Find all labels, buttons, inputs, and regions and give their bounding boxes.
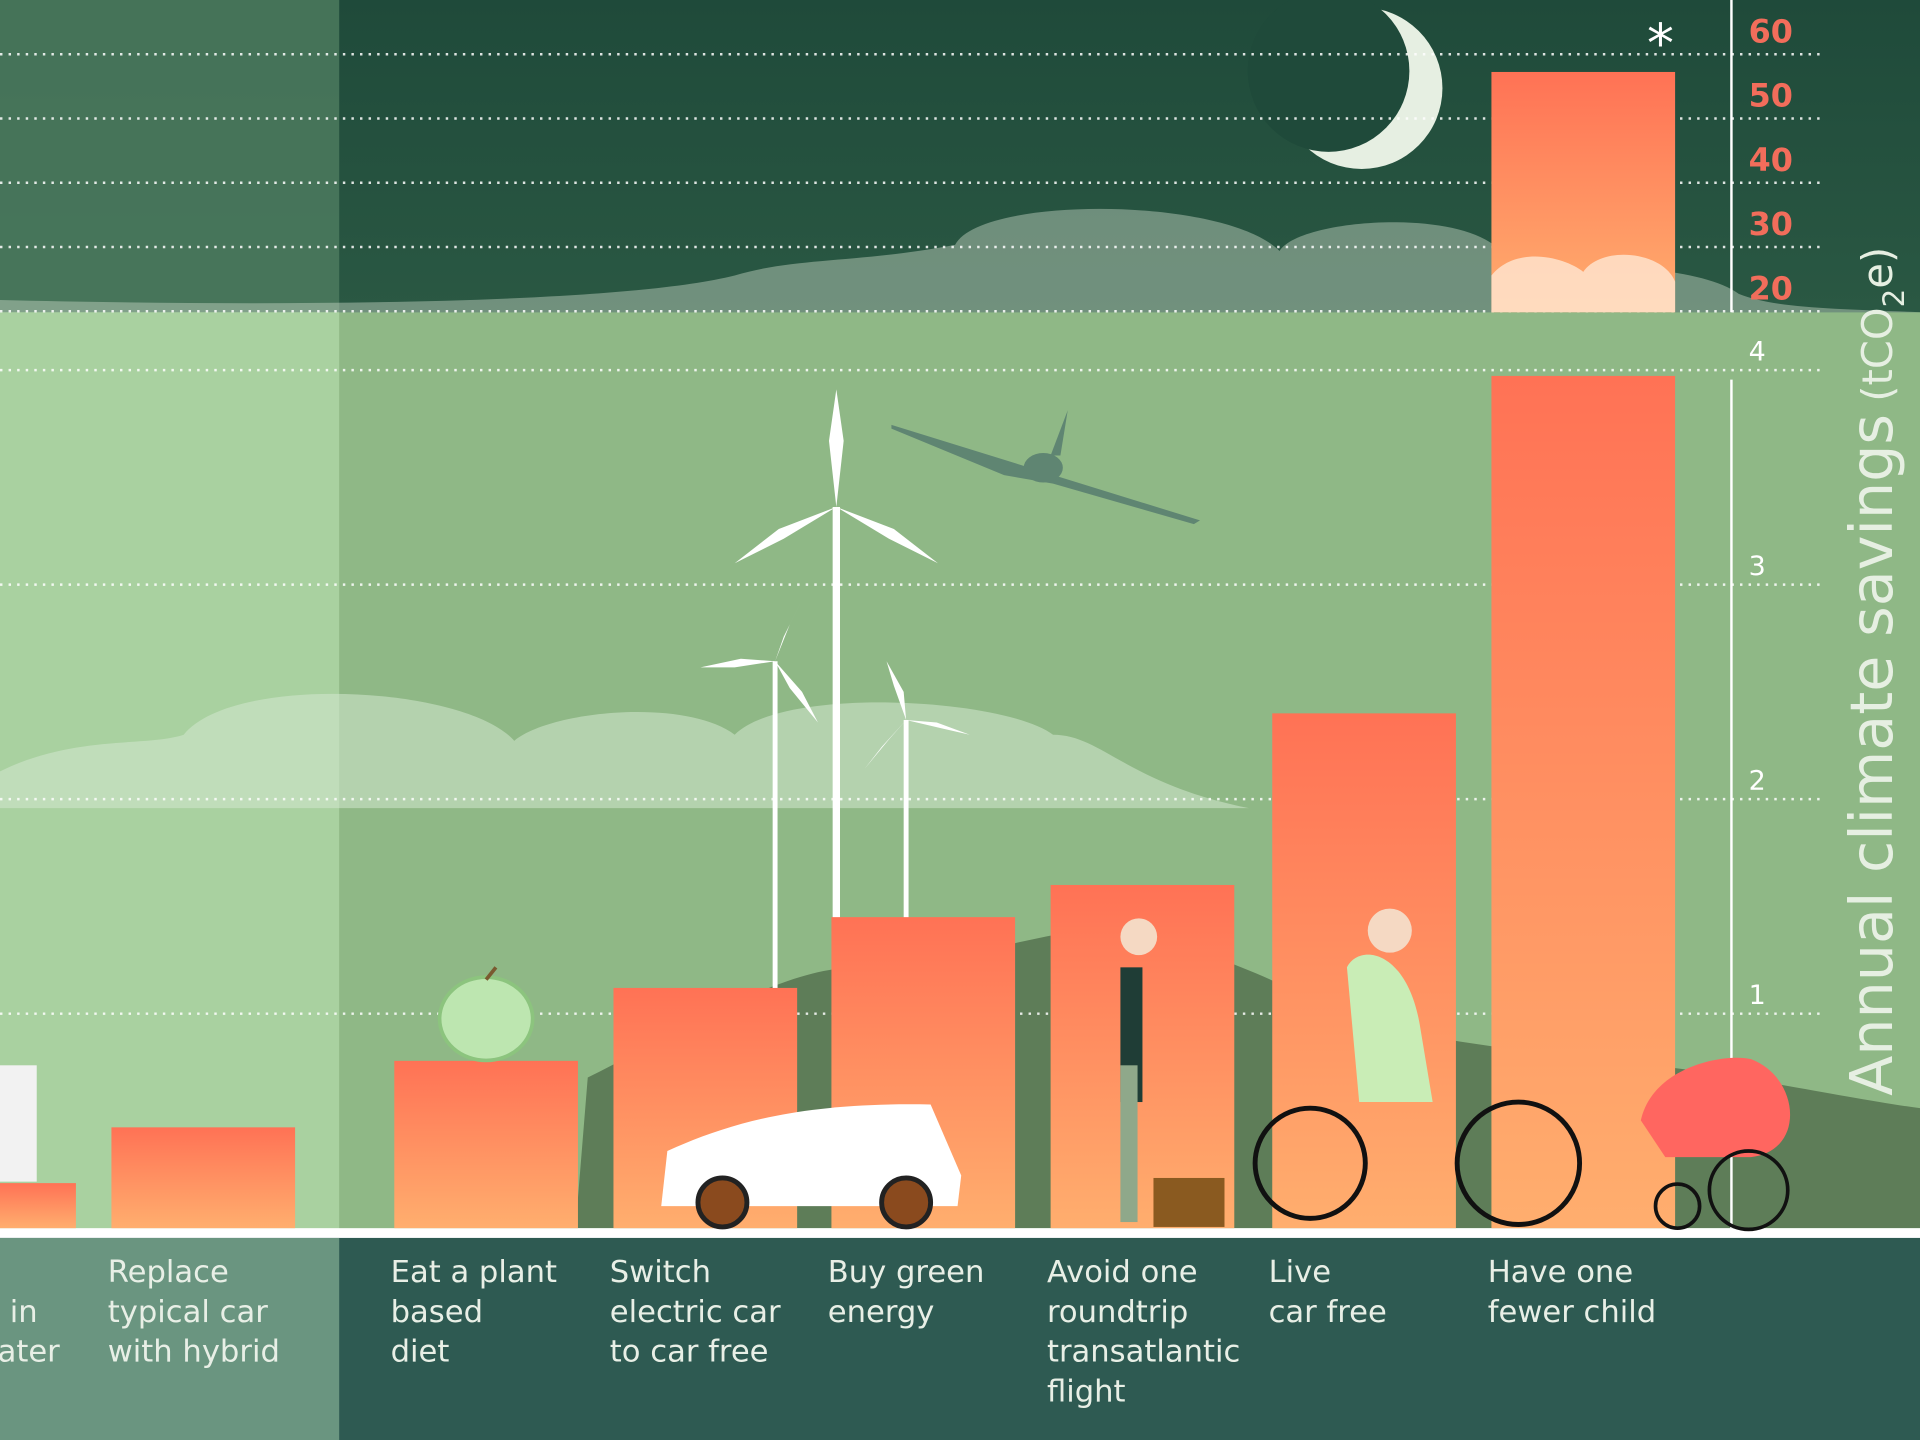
x-tick-label: roundtrip [1047, 1295, 1188, 1330]
y-axis-label: Annual climate savings (tCO2e) [1837, 247, 1911, 1096]
x-tick-label: flight [1047, 1374, 1126, 1409]
x-tick-label: Avoid one [1047, 1255, 1198, 1290]
illustrations [0, 908, 1791, 1232]
y-axis-label-part: (tCO [1853, 307, 1902, 401]
airplane [891, 410, 1200, 525]
x-tick-label: Have one [1488, 1255, 1633, 1290]
x-tick-label: energy [828, 1295, 935, 1330]
x-tick-label: transatlantic [1047, 1335, 1240, 1370]
y-tick-label: 2 [1749, 766, 1766, 797]
y-tick-label: 4 [1749, 337, 1766, 368]
annotation: * [1647, 12, 1674, 75]
x-tick-label: typical car [108, 1295, 268, 1330]
x-tick-label: based [391, 1295, 483, 1330]
y-tick-label: 3 [1749, 551, 1766, 582]
y-axis-label-part: 2 [1877, 289, 1911, 308]
x-tick-label: to car free [610, 1335, 769, 1370]
x-tick-label: ater [0, 1335, 60, 1370]
y2-tick-label: 20 [1749, 269, 1793, 307]
x-tick-label: fewer child [1488, 1295, 1656, 1330]
bar [111, 1127, 296, 1229]
y2-tick-label: 30 [1749, 205, 1793, 243]
x-tick-label: with hybrid [108, 1335, 280, 1370]
y2-tick-label: 60 [1749, 12, 1793, 50]
x-tick-label: Buy green [828, 1255, 985, 1290]
bar [0, 1183, 76, 1229]
x-tick-label: Eat a plant [391, 1255, 557, 1290]
x-tick-label: Switch [610, 1255, 711, 1290]
y-axis-label-part: e) [1853, 247, 1902, 289]
y2-tick-label: 50 [1749, 77, 1793, 115]
cloud [1491, 254, 1676, 313]
x-tick-label: Live [1269, 1255, 1332, 1290]
x-tick-label: car free [1269, 1295, 1387, 1330]
x-tick-label: in [10, 1295, 38, 1330]
bar [394, 1060, 578, 1229]
x-tick-label: Replace [108, 1255, 229, 1290]
bar-lower [1491, 375, 1676, 1229]
y2-tick-label: 40 [1749, 141, 1793, 179]
moon [1247, 0, 1443, 169]
x-tick-label: electric car [610, 1295, 781, 1330]
windmills [700, 389, 970, 990]
x-tick-label: diet [391, 1335, 450, 1370]
y-tick-label: 1 [1749, 980, 1766, 1011]
y-axis-label-part: Annual climate savings [1837, 414, 1906, 1096]
